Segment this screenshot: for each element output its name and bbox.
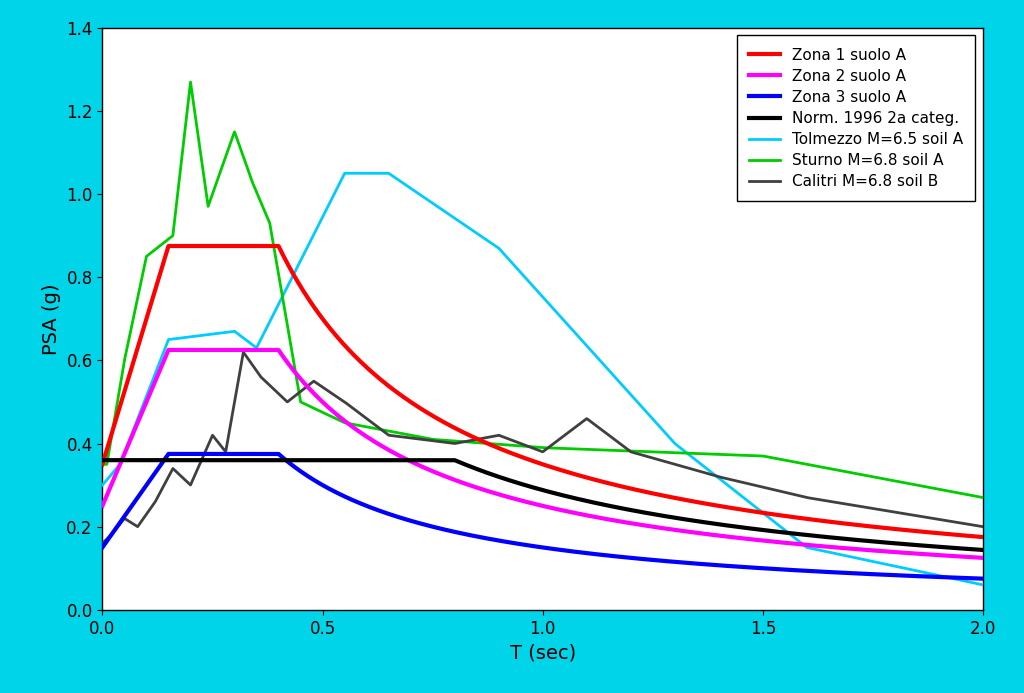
Legend: Zona 1 suolo A, Zona 2 suolo A, Zona 3 suolo A, Norm. 1996 2a categ., Tolmezzo M: Zona 1 suolo A, Zona 2 suolo A, Zona 3 s… — [737, 35, 976, 202]
X-axis label: T (sec): T (sec) — [510, 643, 575, 662]
Y-axis label: PSA (g): PSA (g) — [42, 283, 60, 355]
